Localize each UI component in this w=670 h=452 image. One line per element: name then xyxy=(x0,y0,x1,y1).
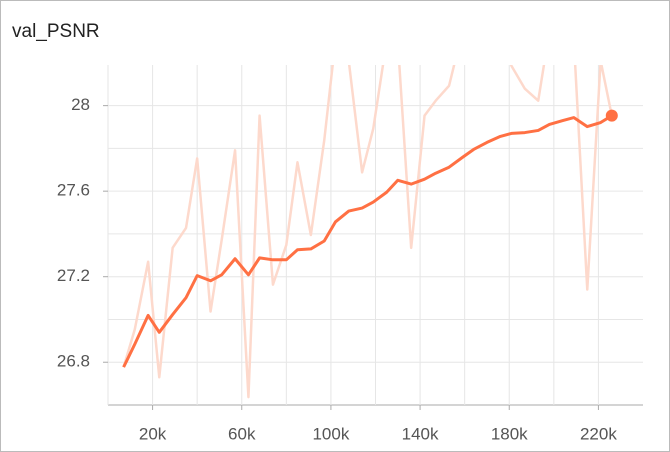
series-line xyxy=(122,114,613,368)
x-tick-label: 180k xyxy=(491,424,528,443)
y-tick-label: 27.6 xyxy=(57,181,90,200)
x-tick-label: 60k xyxy=(228,424,256,443)
y-tick-label: 27.2 xyxy=(57,266,90,285)
x-tick-label: 140k xyxy=(402,424,439,443)
x-tick-label: 100k xyxy=(312,424,349,443)
x-tick-label: 220k xyxy=(580,424,617,443)
series-line xyxy=(122,65,614,399)
chart-title: val_PSNR xyxy=(12,21,100,42)
plot-area xyxy=(122,65,614,399)
y-tick-label: 28 xyxy=(71,95,90,114)
last-point xyxy=(605,109,618,122)
x-tick-label: 20k xyxy=(139,424,167,443)
y-tick-label: 26.8 xyxy=(57,352,90,371)
